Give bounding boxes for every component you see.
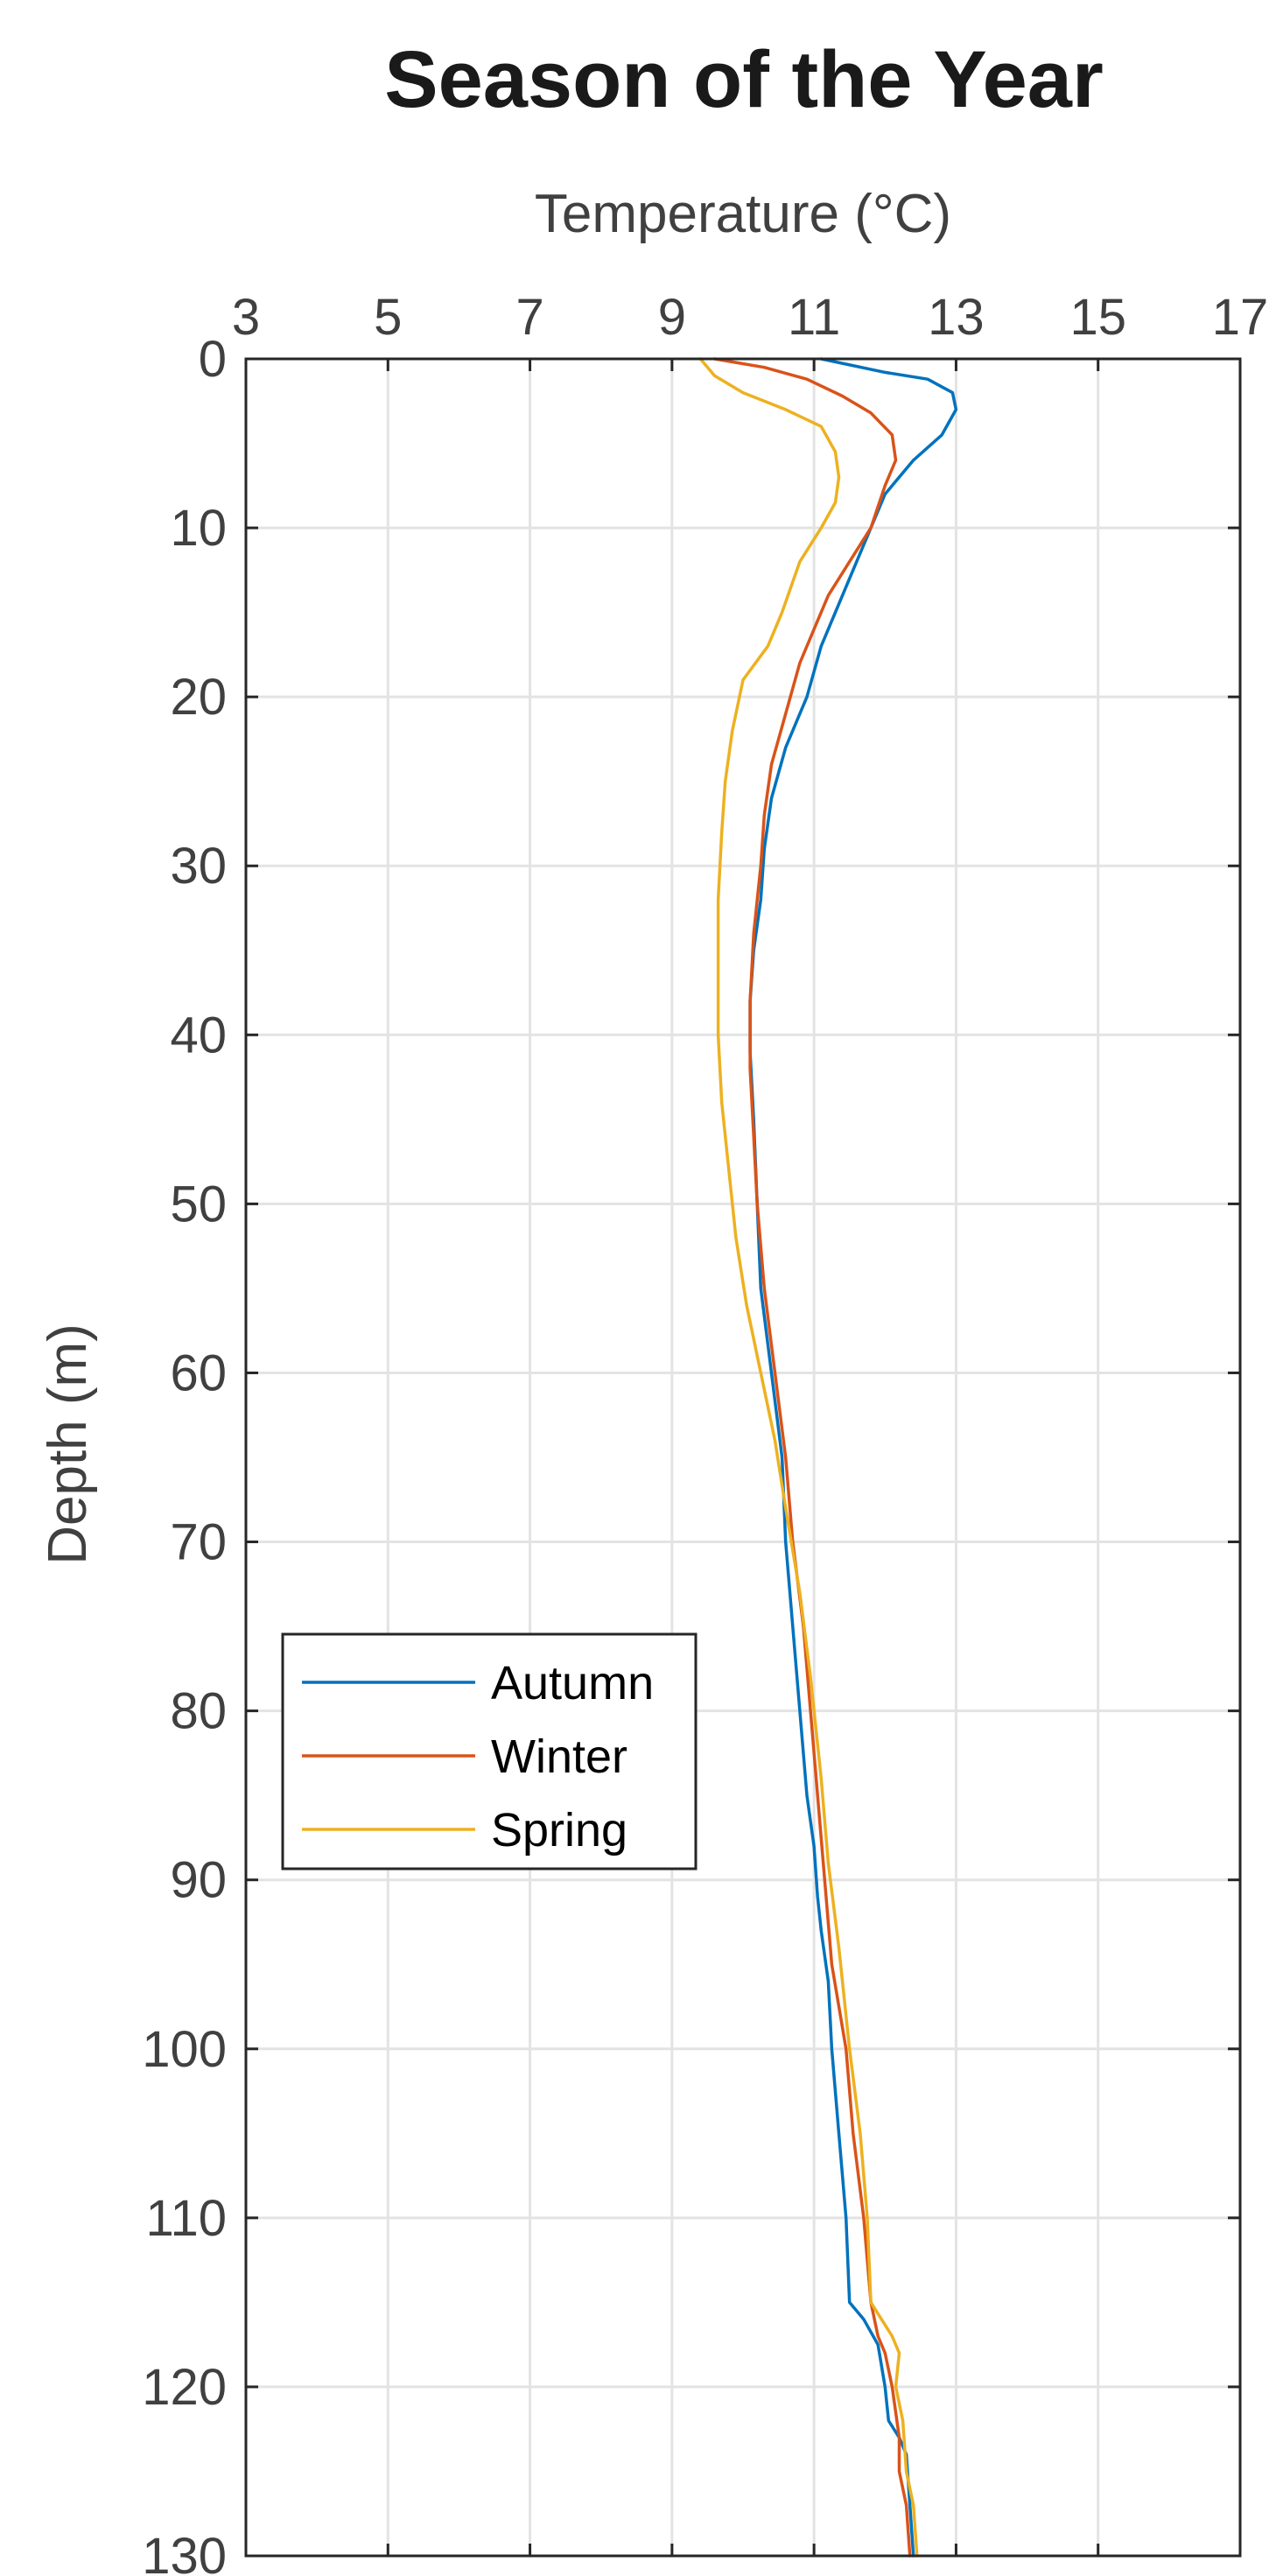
tick-marks	[244, 357, 1242, 2558]
series-lines	[698, 357, 958, 2558]
legend-label: Autumn	[491, 1657, 654, 1709]
x-tick-label: 5	[374, 289, 402, 346]
series-line-autumn	[748, 357, 958, 2558]
x-axis-label: Temperature (°C)	[535, 184, 951, 244]
y-tick-label: 50	[170, 1176, 227, 1232]
y-tick-label: 70	[170, 1514, 227, 1571]
y-tick-label: 90	[170, 1852, 227, 1909]
y-tick-label: 20	[170, 669, 227, 726]
x-tick-label: 9	[658, 289, 686, 346]
x-tick-label: 3	[232, 289, 260, 346]
x-tick-label: 7	[515, 289, 543, 346]
y-tick-label: 60	[170, 1344, 227, 1401]
x-tick-label: 17	[1212, 289, 1269, 346]
series-line-spring	[698, 357, 919, 2558]
x-tick-label: 15	[1069, 289, 1126, 346]
y-tick-label: 0	[199, 331, 227, 388]
y-tick-label: 130	[142, 2528, 227, 2576]
plot-area-border	[244, 357, 1242, 2558]
y-tick-label: 120	[142, 2359, 227, 2416]
y-tick-label: 40	[170, 1007, 227, 1063]
y-tick-label: 80	[170, 1683, 227, 1740]
x-tick-label: 13	[928, 289, 985, 346]
y-tick-labels: 0 10 20 30 40 50 60 70 80 90 100 110 120 130	[142, 331, 227, 2576]
y-axis-label: Depth (m)	[38, 1323, 98, 1565]
legend-label: Winter	[491, 1730, 627, 1783]
legend: Autumn Winter Spring	[281, 1632, 698, 1871]
x-tick-label: 11	[788, 289, 840, 346]
series-line-winter	[712, 357, 912, 2558]
chart-title: Season of the Year	[384, 35, 1104, 124]
y-tick-label: 100	[142, 2021, 227, 2078]
y-tick-label: 30	[170, 838, 227, 895]
x-tick-labels: 3 5 7 9 11 13 15 17	[232, 289, 1268, 346]
legend-label: Spring	[491, 1804, 627, 1857]
y-tick-label: 110	[146, 2190, 227, 2247]
y-tick-label: 10	[170, 500, 227, 557]
